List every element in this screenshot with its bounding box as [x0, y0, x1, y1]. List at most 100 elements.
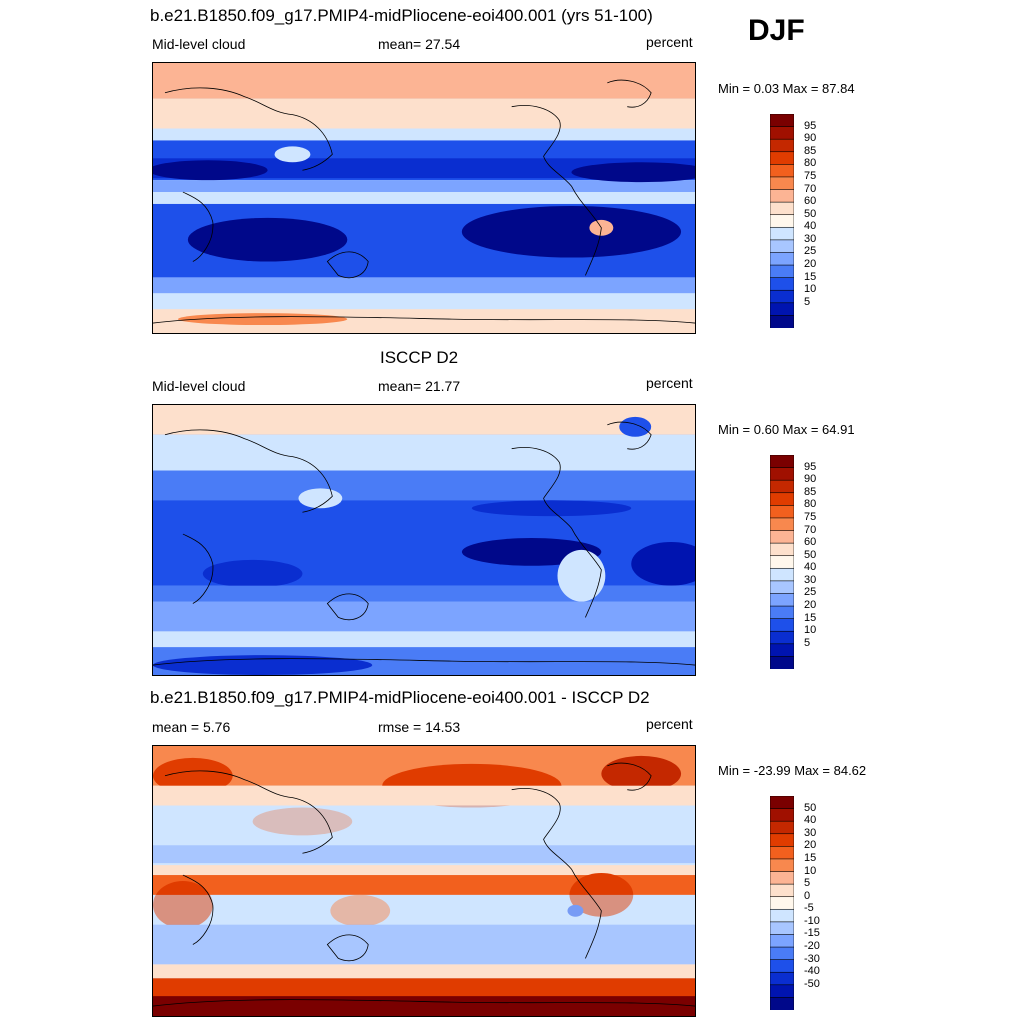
colorbar-swatch [770, 971, 794, 986]
colorbar-tick-label: 50 [804, 801, 817, 814]
panel3-colorbar [770, 796, 794, 1010]
colorbar-swatch [770, 883, 794, 898]
panel1-colorbar [770, 114, 794, 328]
colorbar-swatch [770, 820, 794, 835]
colorbar-tick-label: -30 [804, 952, 820, 965]
colorbar-swatch [770, 605, 794, 620]
season-label: DJF [748, 14, 805, 47]
colorbar-swatch [770, 921, 794, 936]
colorbar-tick-label: 15 [804, 270, 817, 283]
panel1-units-label: percent [646, 34, 693, 50]
colorbar-swatch [770, 567, 794, 582]
colorbar-swatch [770, 505, 794, 519]
colorbar-tick-label: 40 [804, 220, 817, 233]
panel2-minmax-label: Min = 0.60 Max = 64.91 [718, 422, 855, 437]
colorbar-swatch [770, 959, 794, 974]
colorbar-swatch [770, 164, 794, 178]
panel1-title: b.e21.B1850.f09_g17.PMIP4-midPliocene-eo… [150, 6, 653, 25]
colorbar-swatch [770, 796, 794, 810]
colorbar-swatch [770, 934, 794, 948]
colorbar-swatch [770, 226, 794, 241]
colorbar-swatch [770, 315, 794, 328]
colorbar-swatch [770, 580, 794, 595]
colorbar-tick-label: 75 [804, 169, 817, 182]
panel3-map [152, 745, 696, 1017]
colorbar-swatch [770, 302, 794, 317]
colorbar-tick-label: 20 [804, 599, 817, 612]
colorbar-tick-label: 95 [804, 460, 817, 473]
colorbar-tick-label: 70 [804, 182, 817, 195]
colorbar-tick-label: 15 [804, 851, 817, 864]
colorbar-tick-label: 40 [804, 561, 817, 574]
colorbar-swatch [770, 492, 794, 507]
colorbar-swatch [770, 555, 794, 570]
colorbar-swatch [770, 264, 794, 279]
colorbar-swatch [770, 479, 794, 494]
colorbar-tick-label: -10 [804, 914, 820, 927]
colorbar-swatch [770, 530, 794, 544]
colorbar-swatch [770, 808, 794, 822]
colorbar-swatch [770, 643, 794, 658]
colorbar-tick-label: 0 [804, 889, 811, 902]
colorbar-tick-label: 30 [804, 573, 817, 586]
colorbar-tick-label: 60 [804, 536, 817, 549]
colorbar-swatch [770, 455, 794, 469]
colorbar-tick-label: -40 [804, 965, 820, 978]
panel3-title: b.e21.B1850.f09_g17.PMIP4-midPliocene-eo… [150, 688, 650, 707]
colorbar-tick-label: 40 [804, 814, 817, 827]
colorbar-tick-label: 85 [804, 144, 817, 157]
colorbar-tick-label: 85 [804, 485, 817, 498]
panel1-map [152, 62, 696, 334]
colorbar-swatch [770, 896, 794, 911]
panel2-variable-label: Mid-level cloud [152, 378, 246, 394]
colorbar-tick-label: 50 [804, 548, 817, 561]
colorbar-swatch [770, 126, 794, 140]
colorbar-swatch [770, 277, 794, 292]
colorbar-tick-label: 5 [804, 636, 811, 649]
colorbar-swatch [770, 201, 794, 216]
colorbar-tick-label: -50 [804, 977, 820, 990]
colorbar-tick-label: -20 [804, 940, 820, 953]
colorbar-swatch [770, 846, 794, 860]
colorbar-swatch [770, 252, 794, 266]
colorbar-swatch [770, 656, 794, 669]
panel2-map [152, 404, 696, 676]
colorbar-swatch [770, 151, 794, 166]
colorbar-tick-label: 10 [804, 624, 817, 637]
panel1-minmax-label: Min = 0.03 Max = 87.84 [718, 81, 855, 96]
colorbar-swatch [770, 467, 794, 481]
colorbar-swatch [770, 984, 794, 999]
colorbar-tick-label: 80 [804, 498, 817, 511]
panel2-units-label: percent [646, 375, 693, 391]
colorbar-swatch [770, 630, 794, 645]
colorbar-tick-label: 95 [804, 119, 817, 132]
colorbar-swatch [770, 189, 794, 203]
colorbar-tick-label: 90 [804, 132, 817, 145]
panel3-rmse-label: rmse = 14.53 [378, 719, 461, 735]
colorbar-tick-label: 75 [804, 510, 817, 523]
colorbar-tick-label: 10 [804, 864, 817, 877]
colorbar-swatch [770, 997, 794, 1010]
panel1-mean-label: mean= 27.54 [378, 36, 461, 52]
panel2-title: ISCCP D2 [380, 348, 459, 367]
colorbar-tick-label: 5 [804, 877, 811, 890]
panel3-units-label: percent [646, 716, 693, 732]
colorbar-tick-label: 25 [804, 245, 817, 258]
colorbar-tick-label: 90 [804, 473, 817, 486]
colorbar-swatch [770, 542, 794, 557]
panel3-minmax-label: Min = -23.99 Max = 84.62 [718, 763, 867, 778]
colorbar-tick-label: 5 [804, 295, 811, 308]
colorbar-tick-label: 15 [804, 611, 817, 624]
colorbar-swatch [770, 908, 794, 923]
colorbar-swatch [770, 517, 794, 532]
colorbar-swatch [770, 871, 794, 885]
colorbar-swatch [770, 214, 794, 229]
colorbar-swatch [770, 289, 794, 304]
colorbar-tick-label: 80 [804, 157, 817, 170]
panel2-mean-label: mean= 21.77 [378, 378, 461, 394]
colorbar-swatch [770, 114, 794, 128]
colorbar-tick-label: 20 [804, 258, 817, 271]
colorbar-tick-label: 30 [804, 826, 817, 839]
colorbar-tick-label: 20 [804, 839, 817, 852]
panel1-variable-label: Mid-level cloud [152, 36, 246, 52]
